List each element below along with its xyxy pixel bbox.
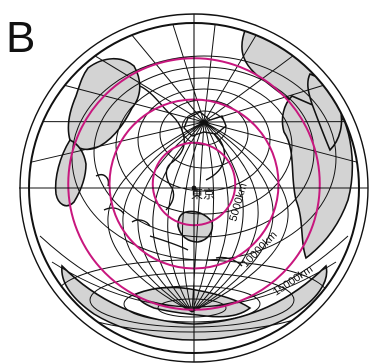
parallel-line bbox=[137, 88, 271, 192]
parallel-line bbox=[123, 285, 261, 323]
meridian-line bbox=[94, 55, 205, 123]
coastline-group bbox=[95, 85, 243, 267]
coast-south bbox=[149, 235, 243, 267]
meridian-line bbox=[203, 24, 216, 123]
panel-label: B bbox=[6, 13, 36, 62]
meridian-line bbox=[203, 121, 358, 163]
coast-pacific-islands bbox=[205, 133, 226, 181]
land-eurasia-west bbox=[67, 57, 141, 151]
coast-archipelago bbox=[95, 174, 151, 227]
center-city-label: 東京 bbox=[191, 187, 215, 201]
parallel-line bbox=[157, 298, 227, 318]
meridian-line bbox=[191, 121, 229, 313]
coast-pole-cluster bbox=[183, 111, 227, 137]
meridian-line bbox=[107, 121, 205, 313]
center-dot bbox=[191, 185, 197, 191]
meridian-line bbox=[172, 24, 205, 123]
meridian-line bbox=[203, 34, 257, 123]
meridian-line bbox=[30, 121, 205, 163]
meridian-line bbox=[122, 121, 205, 313]
meridian-line bbox=[203, 55, 294, 123]
parallel-line bbox=[93, 66, 315, 238]
coast-asia bbox=[139, 85, 185, 211]
land-island bbox=[177, 210, 214, 243]
parallel-line bbox=[159, 99, 249, 169]
parallel-line bbox=[89, 272, 295, 328]
meridian-line bbox=[152, 121, 205, 313]
globe-outline bbox=[19, 13, 369, 363]
meridian-line bbox=[191, 121, 274, 313]
meridian-line bbox=[203, 84, 324, 123]
meridian-line bbox=[131, 34, 205, 123]
meridian-line bbox=[181, 121, 205, 313]
ring-label-10000: 10000km bbox=[240, 229, 280, 270]
meridian-line bbox=[191, 121, 289, 313]
